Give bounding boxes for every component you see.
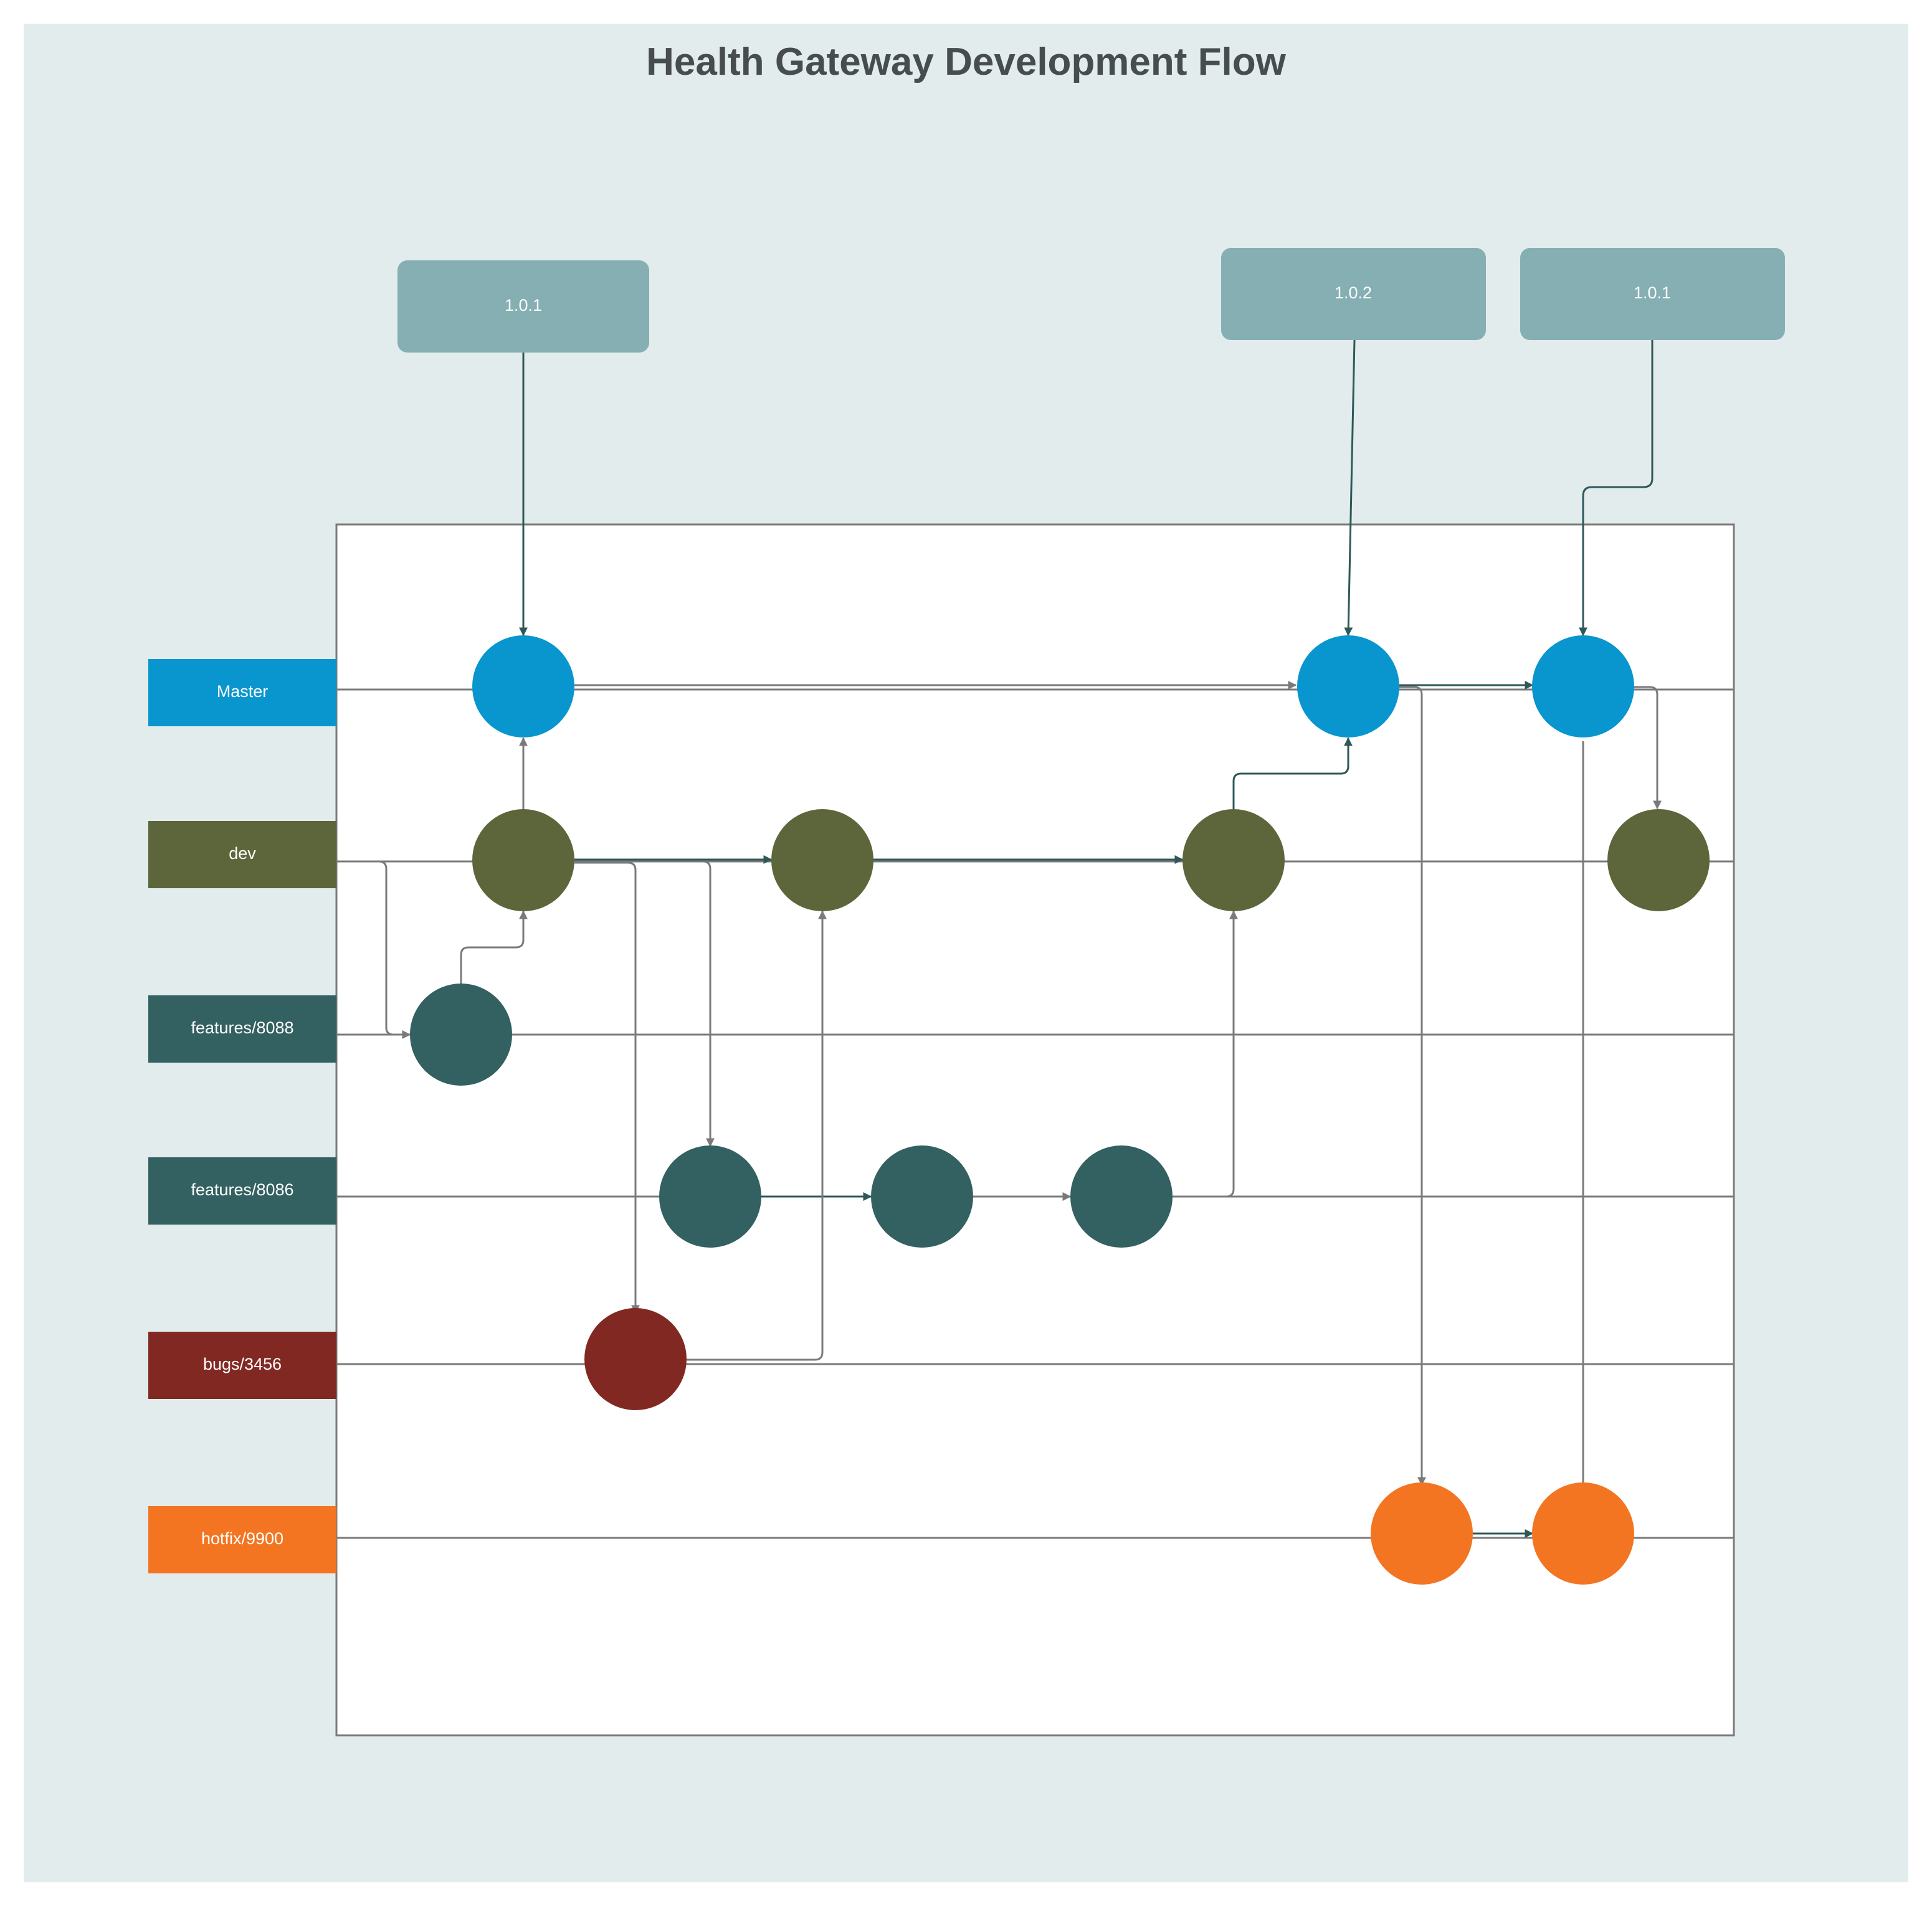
branch-label-master: Master <box>217 682 269 701</box>
connector-master3-dev4 <box>1634 686 1662 810</box>
commit-master-1 <box>472 635 574 737</box>
branch-label-box-hotfix-9900 <box>148 1506 336 1573</box>
commit-hotfix-9900-2 <box>1532 1482 1634 1585</box>
branch-label-dev: dev <box>229 844 256 863</box>
branch-label-bugs-3456: bugs/3456 <box>203 1355 282 1373</box>
tag-box-3 <box>1520 248 1785 340</box>
commit-master-3 <box>1532 635 1634 737</box>
connector-bugs-dev2 <box>687 910 827 1361</box>
commit-hotfix-9900-1 <box>1371 1482 1473 1585</box>
connector-dev3-master2 <box>1232 737 1353 810</box>
version-tags: 1.0.1 1.0.2 1.0.1 <box>397 248 1785 353</box>
connector-master2-hotfix1 <box>1399 686 1426 1486</box>
branch-label-box-master <box>148 659 336 726</box>
branch-label-box-features-8086 <box>148 1157 336 1225</box>
branch-label-hotfix-9900: hotfix/9900 <box>201 1529 283 1548</box>
tag-box-1 <box>397 260 649 353</box>
tag-label-1: 1.0.1 <box>505 296 542 315</box>
tag-label-2: 1.0.2 <box>1335 283 1372 302</box>
commit-nodes <box>410 635 1710 1585</box>
branch-labels: Master dev features/8088 features/8086 b… <box>148 659 336 1573</box>
tag-box-2 <box>1221 248 1486 340</box>
commit-dev-4 <box>1607 809 1710 911</box>
commit-features-8088-1 <box>410 984 512 1086</box>
branch-label-features-8088: features/8088 <box>191 1018 293 1037</box>
branch-label-box-features-8088 <box>148 995 336 1063</box>
commit-features-8086-2 <box>871 1145 973 1248</box>
connector-features8088-dev1 <box>460 910 528 984</box>
branch-label-box-bugs-3456 <box>148 1332 336 1399</box>
commit-dev-2 <box>771 809 873 911</box>
commit-master-2 <box>1297 635 1399 737</box>
connector-dev1-bugs3456 <box>574 861 640 1314</box>
connector-feat8086-dev3 <box>1171 910 1238 1198</box>
commit-dev-1 <box>472 809 574 911</box>
tag-label-3: 1.0.1 <box>1634 283 1671 302</box>
branch-label-features-8086: features/8086 <box>191 1180 293 1199</box>
connector-tag3-master <box>1579 340 1654 637</box>
connectors <box>336 339 1662 1538</box>
commit-features-8086-3 <box>1070 1145 1173 1248</box>
connector-tag2-master <box>1344 339 1356 637</box>
connector-dev1-features8086 <box>574 860 715 1147</box>
commit-features-8086-1 <box>659 1145 761 1248</box>
commit-dev-3 <box>1183 809 1285 911</box>
connector-dev-features8088 <box>336 860 411 1039</box>
diagram-title: Health Gateway Development Flow <box>646 40 1286 83</box>
branch-label-box-dev <box>148 821 336 888</box>
commit-bugs-3456-1 <box>584 1308 687 1410</box>
